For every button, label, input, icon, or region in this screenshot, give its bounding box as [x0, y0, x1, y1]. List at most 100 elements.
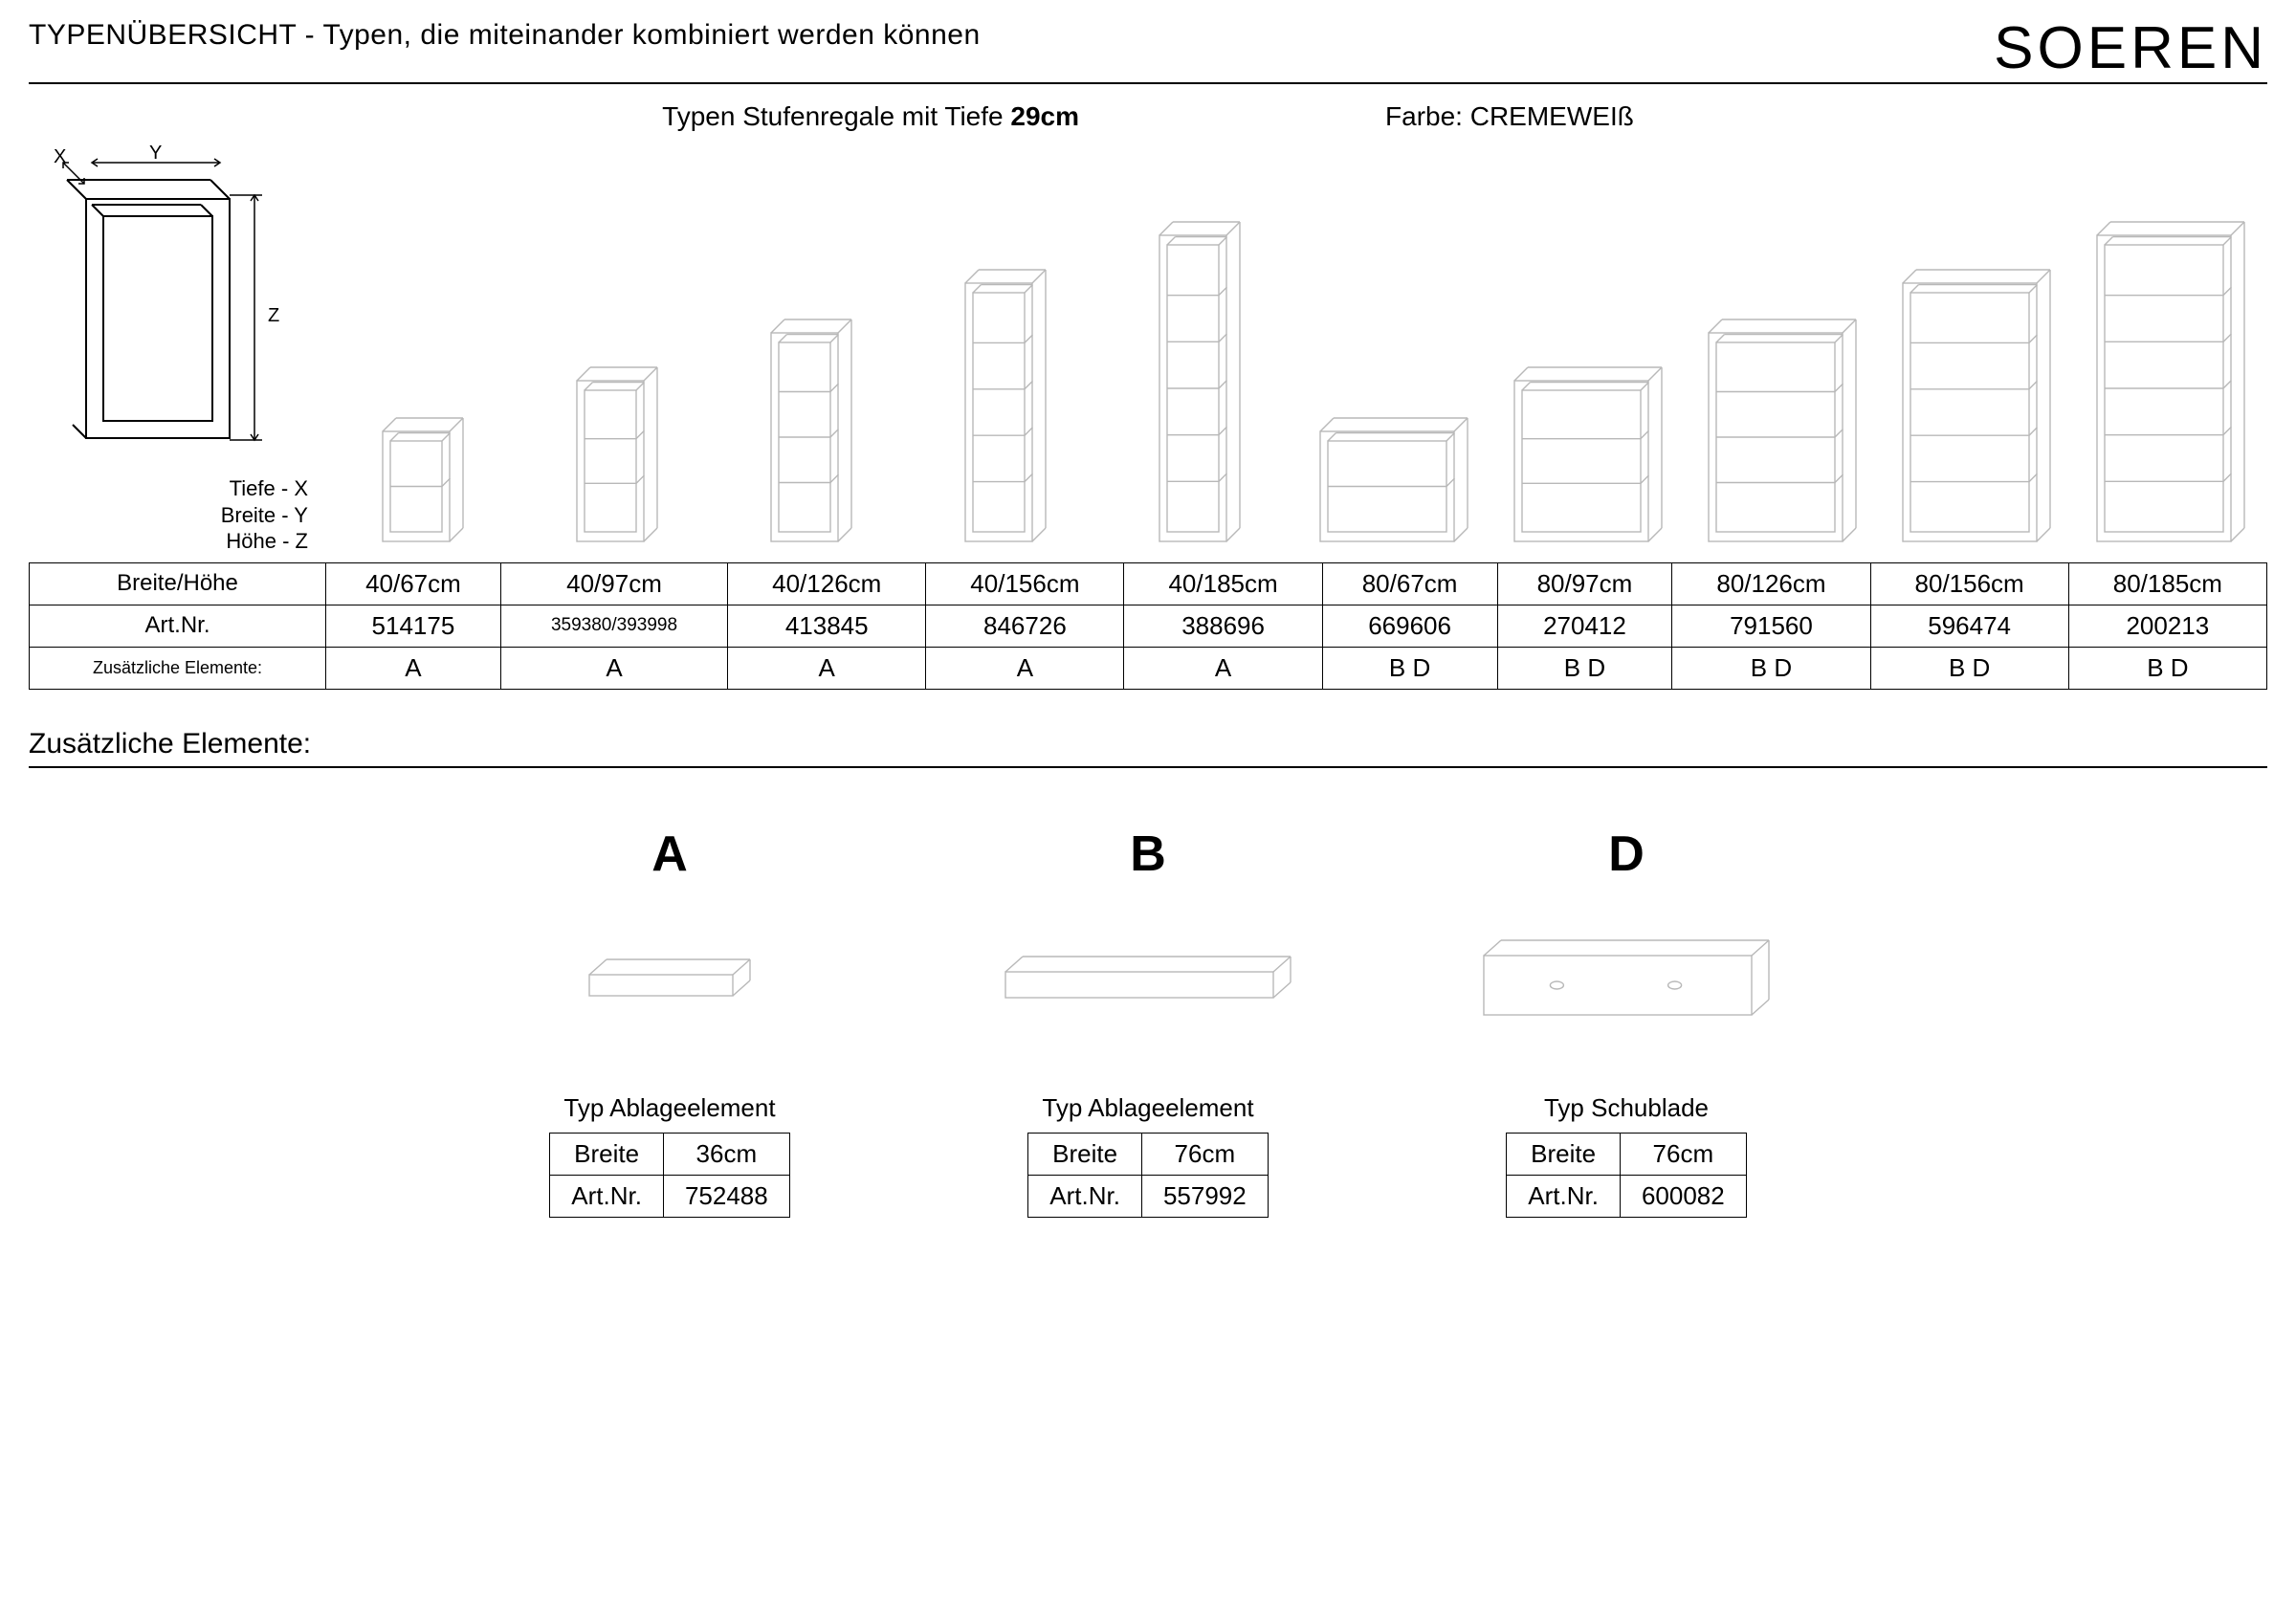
cell-art: 514175: [326, 605, 501, 647]
row-label-ext: Zusätzliche Elemente:: [30, 647, 326, 689]
top-visual-area: X Y Z Tiefe - X Breite - Y Höhe - Z: [29, 142, 2267, 555]
cell-bh: 80/67cm: [1322, 562, 1497, 605]
shelf-icon: [963, 268, 1048, 543]
cell-bh: 40/97cm: [500, 562, 727, 605]
extra-art-label: Art.Nr.: [1028, 1175, 1142, 1217]
subheader: Typen Stufenregale mit Tiefe 29cm Farbe:…: [29, 101, 2267, 132]
shelf-cell: [908, 268, 1102, 543]
extra-breite-val: 76cm: [1141, 1133, 1268, 1175]
cell-extra: A: [728, 647, 926, 689]
extra-art-val: 600082: [1620, 1175, 1746, 1217]
extra-caption: Typ Ablageelement: [497, 1093, 842, 1123]
extra-spec-table: Breite76cm Art.Nr.557992: [1027, 1133, 1268, 1218]
extra-illustration: [976, 921, 1320, 1036]
shelf-icon: [1901, 268, 2052, 543]
cell-bh: 40/67cm: [326, 562, 501, 605]
shelf-icon: [1318, 416, 1469, 543]
extra-art-label: Art.Nr.: [550, 1175, 664, 1217]
extra-spec-table: Breite76cm Art.Nr.600082: [1506, 1133, 1746, 1218]
cell-bh: 40/185cm: [1124, 562, 1322, 605]
cell-art: 846726: [926, 605, 1124, 647]
shelf-icon: [2095, 220, 2246, 543]
subheader-prefix: Typen Stufenregale mit Tiefe: [662, 101, 1010, 131]
extra-illustration: [497, 921, 842, 1036]
cell-bh: 80/185cm: [2068, 562, 2266, 605]
shelf-lineup: [325, 220, 2267, 555]
brand-logo: SOEREN: [1994, 19, 2267, 78]
subheader-left: Typen Stufenregale mit Tiefe 29cm: [662, 101, 1079, 132]
shelf-cell: [325, 416, 519, 543]
cell-art: 596474: [1870, 605, 2068, 647]
cell-extra: B D: [1870, 647, 2068, 689]
row-breite-hoehe: Breite/Höhe 40/67cm40/97cm40/126cm40/156…: [30, 562, 2267, 605]
legend-breite: Breite - Y: [29, 502, 308, 529]
cell-extra: B D: [1322, 647, 1497, 689]
shelf-cell: [1490, 365, 1685, 543]
spec-table: Breite/Höhe 40/67cm40/97cm40/126cm40/156…: [29, 562, 2267, 690]
row-label-art: Art.Nr.: [30, 605, 326, 647]
subheader-right: Farbe: CREMEWEIß: [1385, 101, 1634, 132]
cell-bh: 40/126cm: [728, 562, 926, 605]
cell-extra: A: [926, 647, 1124, 689]
shelf-cell: [1685, 318, 1879, 543]
extras-heading: Zusätzliche Elemente:: [29, 690, 2267, 768]
extra-breite-label: Breite: [1507, 1133, 1621, 1175]
extra-breite-label: Breite: [1028, 1133, 1142, 1175]
dim-x-label: X: [54, 146, 66, 167]
extra-column: D Typ Schublade Breite76cm Art.Nr.600082: [1454, 826, 1799, 1218]
shelf-icon: [769, 318, 853, 543]
shelf-icon: [381, 416, 465, 543]
row-artnr: Art.Nr. 514175359380/3939984138458467263…: [30, 605, 2267, 647]
extra-art-label: Art.Nr.: [1507, 1175, 1621, 1217]
shelf-icon: [1707, 318, 1858, 543]
extra-letter: D: [1454, 826, 1799, 883]
extra-column: B Typ Ablageelement Breite76cm Art.Nr.55…: [976, 826, 1320, 1218]
shelf-cell: [714, 318, 908, 543]
subheader-depth: 29cm: [1010, 101, 1079, 131]
extra-icon: [1004, 955, 1292, 1002]
extra-breite-label: Breite: [550, 1133, 664, 1175]
extra-illustration: [1454, 921, 1799, 1036]
cell-art: 270412: [1497, 605, 1672, 647]
extra-icon: [1482, 938, 1771, 1019]
cell-art: 200213: [2068, 605, 2266, 647]
cell-extra: B D: [1672, 647, 1870, 689]
extra-letter: B: [976, 826, 1320, 883]
dim-z-label: Z: [268, 305, 279, 326]
extra-breite-val: 36cm: [663, 1133, 789, 1175]
legend-tiefe: Tiefe - X: [29, 475, 308, 502]
shelf-cell: [1102, 220, 1296, 543]
cell-extra: A: [326, 647, 501, 689]
extra-caption: Typ Schublade: [1454, 1093, 1799, 1123]
extra-art-val: 752488: [663, 1175, 789, 1217]
cell-art: 359380/393998: [500, 605, 727, 647]
extra-letter: A: [497, 826, 842, 883]
cell-bh: 80/156cm: [1870, 562, 2068, 605]
row-label-bh: Breite/Höhe: [30, 562, 326, 605]
page-title: TYPENÜBERSICHT - Typen, die miteinander …: [29, 19, 981, 52]
extra-icon: [587, 958, 752, 1000]
reference-legend: Tiefe - X Breite - Y Höhe - Z: [29, 475, 325, 555]
extra-art-val: 557992: [1141, 1175, 1268, 1217]
row-extras: Zusätzliche Elemente: AAAAAB DB DB DB DB…: [30, 647, 2267, 689]
cell-bh: 40/156cm: [926, 562, 1124, 605]
header: TYPENÜBERSICHT - Typen, die miteinander …: [29, 19, 2267, 84]
extra-column: A Typ Ablageelement Breite36cm Art.Nr.75…: [497, 826, 842, 1218]
shelf-icon: [1158, 220, 1242, 543]
cell-extra: B D: [2068, 647, 2266, 689]
cell-bh: 80/126cm: [1672, 562, 1870, 605]
shelf-cell: [1879, 268, 2073, 543]
cell-art: 388696: [1124, 605, 1322, 647]
extra-spec-table: Breite36cm Art.Nr.752488: [549, 1133, 789, 1218]
cell-extra: A: [500, 647, 727, 689]
dim-y-label: Y: [149, 143, 162, 164]
shelf-cell: [1296, 416, 1490, 543]
cell-art: 413845: [728, 605, 926, 647]
shelf-icon: [1512, 365, 1664, 543]
cell-bh: 80/97cm: [1497, 562, 1672, 605]
extra-breite-val: 76cm: [1620, 1133, 1746, 1175]
shelf-icon: [575, 365, 659, 543]
cell-extra: A: [1124, 647, 1322, 689]
shelf-cell: [519, 365, 714, 543]
extra-caption: Typ Ablageelement: [976, 1093, 1320, 1123]
